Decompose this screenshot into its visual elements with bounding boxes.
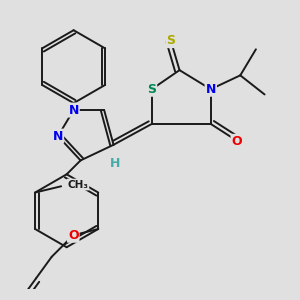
Text: S: S (166, 34, 175, 47)
Text: O: O (232, 135, 242, 148)
Text: N: N (206, 83, 216, 96)
Text: S: S (147, 83, 156, 96)
Text: H: H (110, 158, 121, 170)
Text: N: N (68, 103, 79, 117)
Text: N: N (53, 130, 63, 142)
Text: O: O (68, 229, 79, 242)
Text: CH₃: CH₃ (68, 179, 88, 190)
